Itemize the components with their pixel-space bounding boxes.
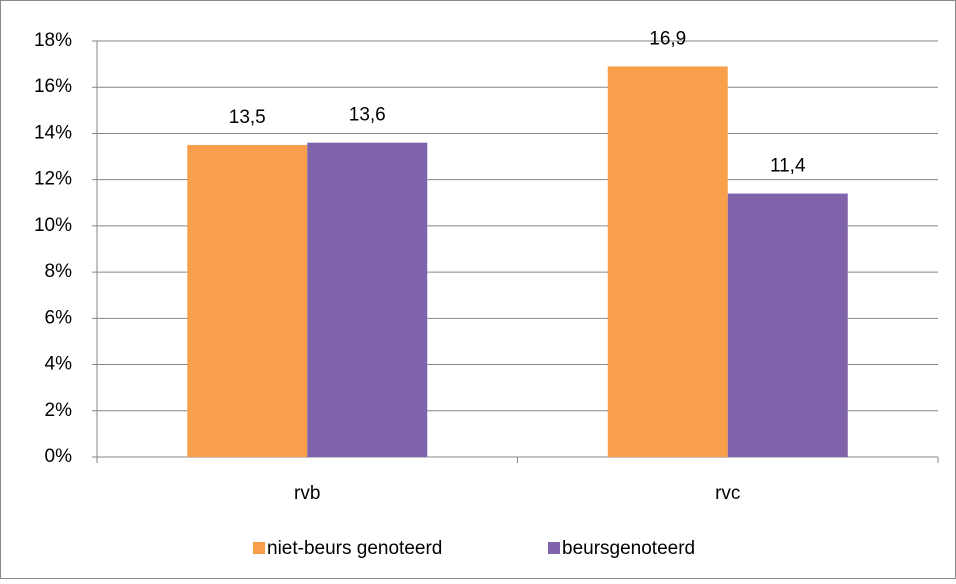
y-tick-label: 6% — [45, 307, 73, 328]
y-tick-label: 8% — [45, 261, 73, 282]
y-tick-label: 10% — [34, 215, 72, 236]
x-tick-label: rvc — [715, 483, 740, 504]
y-tick-label: 14% — [34, 122, 72, 143]
bar — [307, 142, 428, 457]
legend-label: beursgenoteerd — [562, 538, 695, 559]
value-label: 13,5 — [229, 107, 266, 128]
legend-swatch — [548, 542, 560, 554]
bar — [727, 193, 848, 458]
y-tick-label: 2% — [45, 400, 73, 421]
bar — [607, 66, 728, 457]
value-label: 11,4 — [770, 156, 806, 177]
y-tick-label: 0% — [45, 446, 73, 467]
x-tick-label: rvb — [294, 483, 320, 504]
legend-label: niet-beurs genoteerd — [267, 538, 442, 559]
y-tick-label: 16% — [34, 76, 72, 97]
y-tick-label: 4% — [45, 354, 73, 375]
y-tick-label: 18% — [34, 30, 72, 51]
value-label: 13,6 — [349, 105, 386, 126]
y-tick-label: 12% — [34, 169, 72, 190]
value-label: 16,9 — [649, 28, 686, 49]
bar — [187, 145, 308, 457]
legend-swatch — [253, 542, 265, 554]
